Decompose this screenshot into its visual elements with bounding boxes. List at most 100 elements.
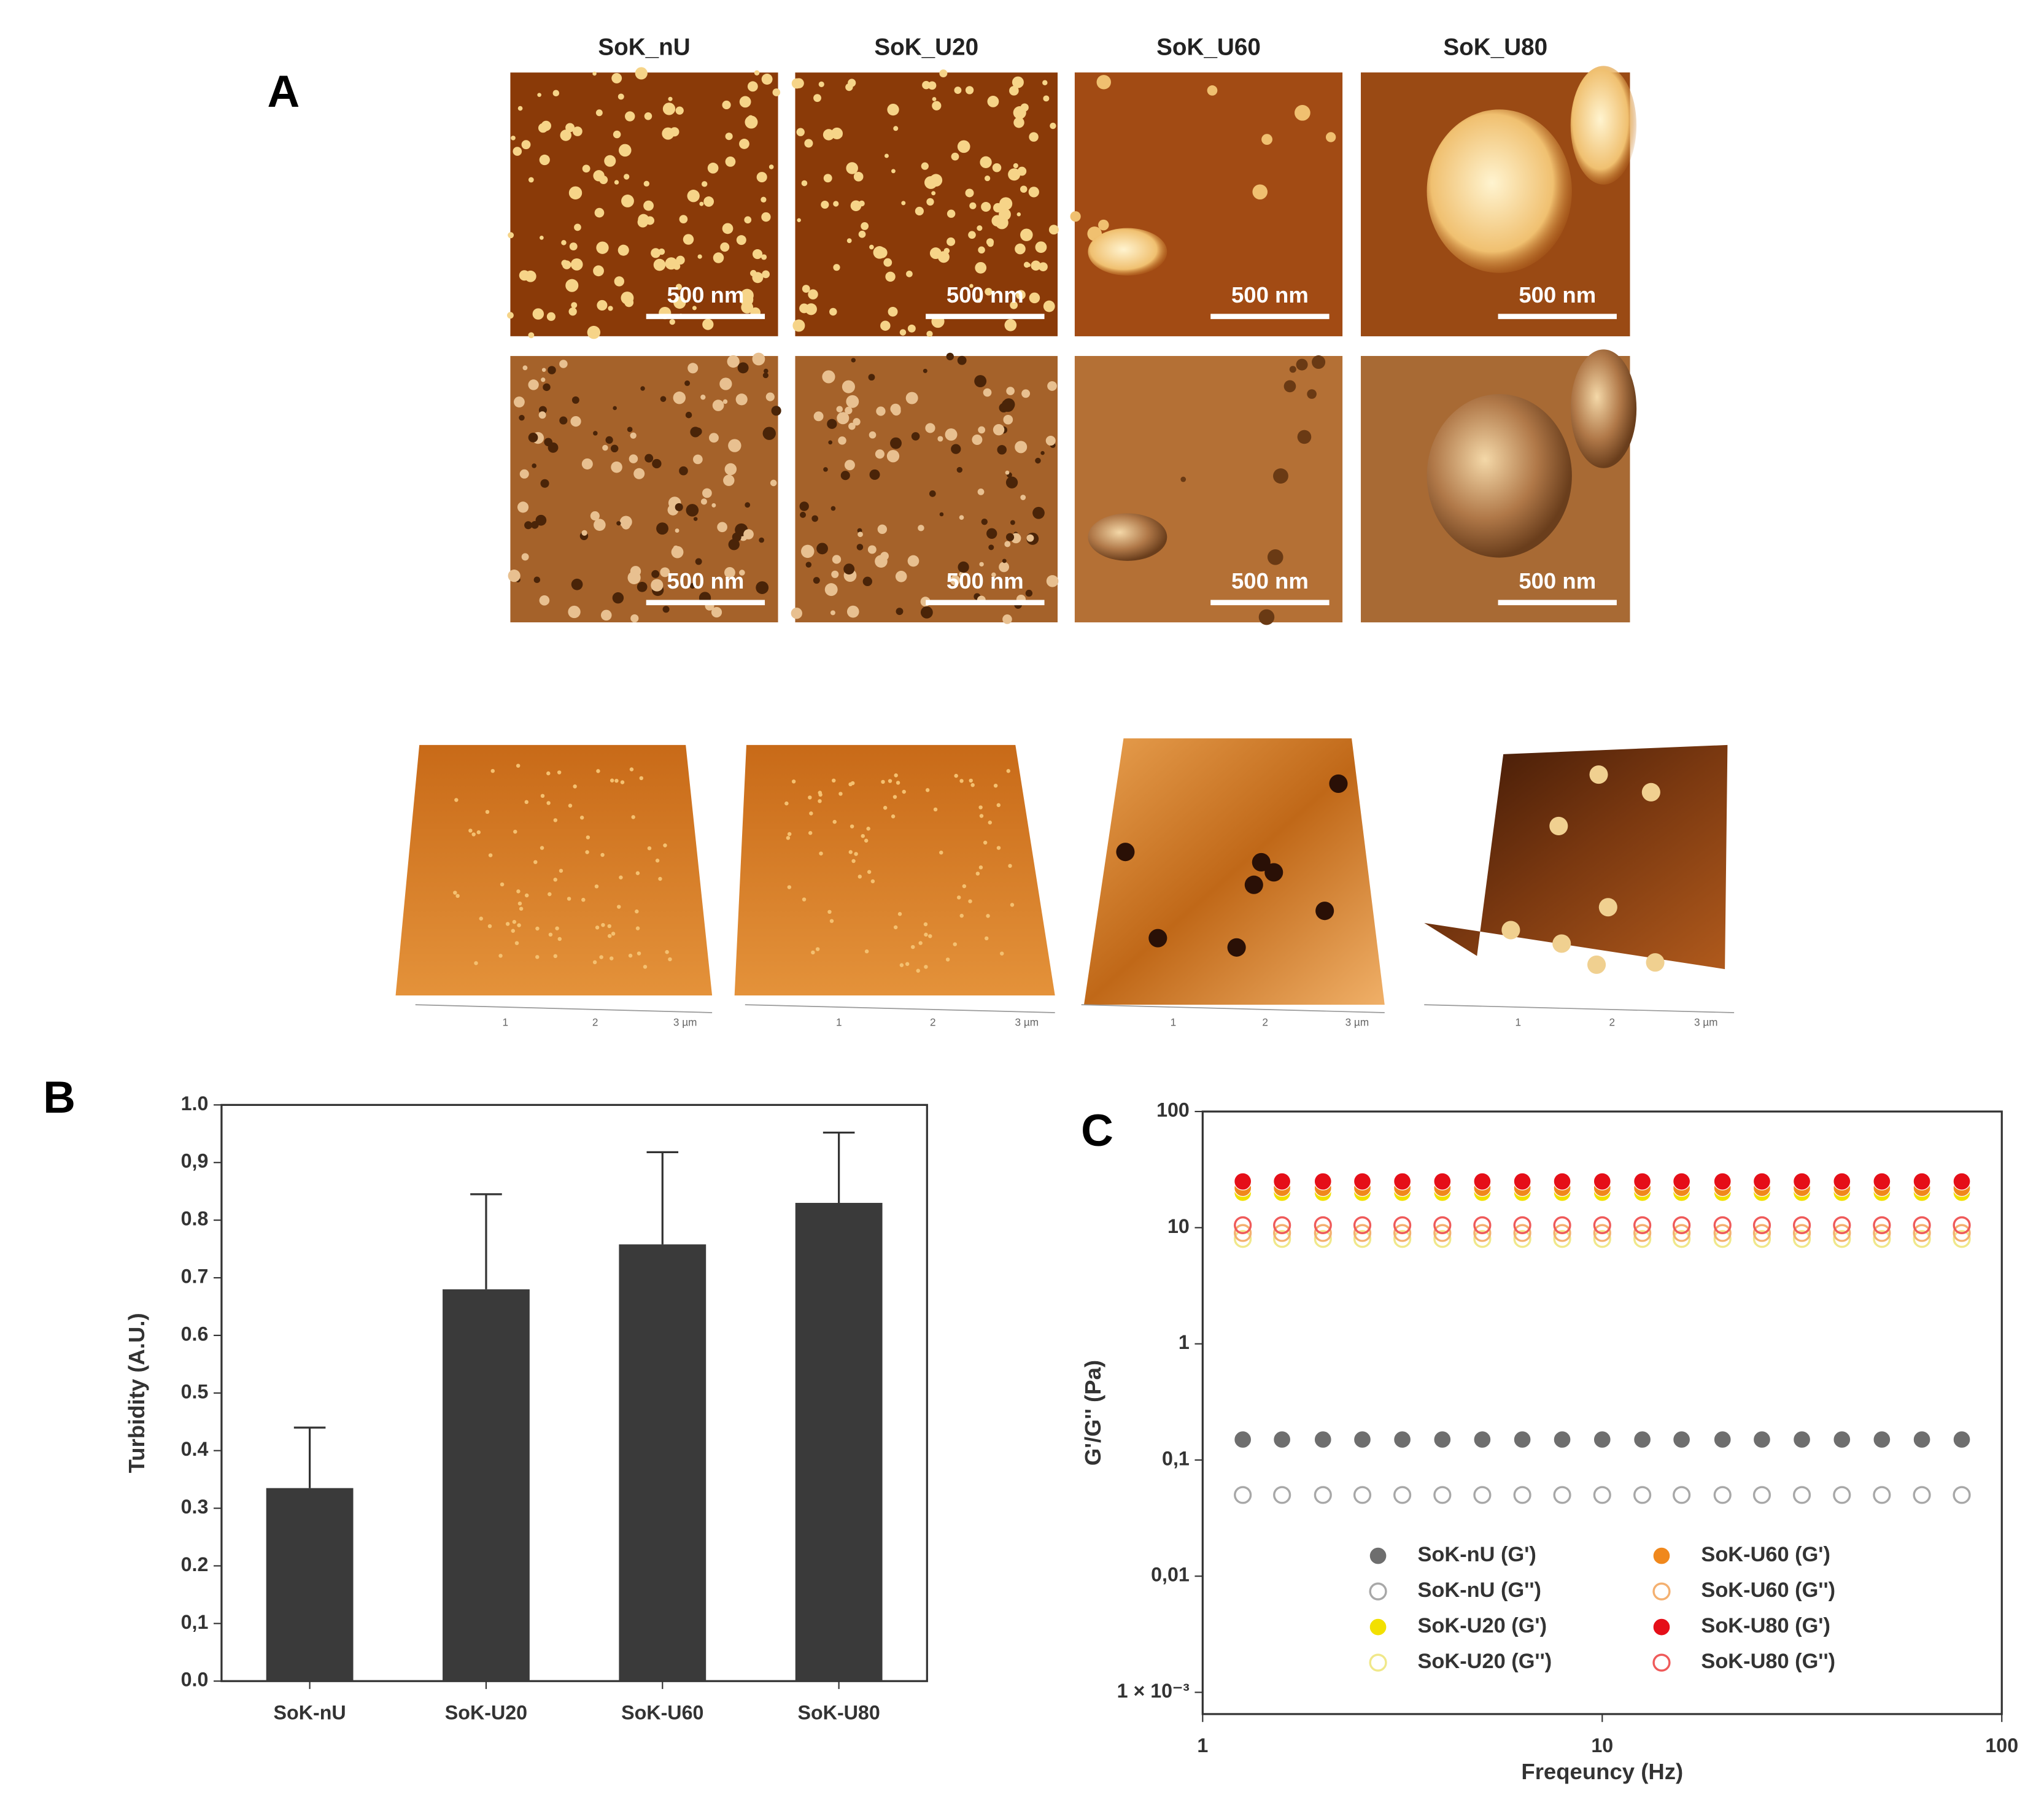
afm-particle xyxy=(978,426,986,434)
afm-particle xyxy=(570,415,581,427)
afm-3d-feature xyxy=(594,884,599,889)
afm-particle xyxy=(508,570,521,582)
data-point xyxy=(1913,1172,1931,1191)
data-point xyxy=(1713,1486,1732,1504)
afm-particle xyxy=(1035,457,1041,464)
afm-particle xyxy=(587,325,601,339)
y-tick-label: 1 × 10⁻³ xyxy=(1117,1680,1190,1702)
afm-particle xyxy=(507,312,514,319)
afm-particle xyxy=(977,488,985,495)
afm-3d-feature xyxy=(892,795,897,799)
afm-particle xyxy=(951,152,959,161)
afm-particle xyxy=(856,544,864,551)
afm-3d-feature xyxy=(635,926,640,930)
afm-particle xyxy=(604,155,616,167)
afm-3d-image: 1 2 3 µm xyxy=(1081,738,1385,1029)
afm-particle xyxy=(1001,399,1015,412)
afm-particle xyxy=(1043,300,1055,312)
data-point xyxy=(1792,1216,1811,1234)
data-point xyxy=(1314,1224,1332,1242)
afm-3d-feature xyxy=(970,782,975,787)
afm-particle xyxy=(906,270,913,277)
afm-3d-feature xyxy=(1501,921,1520,940)
data-point xyxy=(1553,1172,1571,1191)
afm-3d-feature xyxy=(1148,929,1167,948)
afm-particle xyxy=(859,200,865,207)
afm-particle xyxy=(1029,132,1039,142)
afm-particle xyxy=(905,392,918,404)
afm-particle xyxy=(1002,614,1012,624)
afm-3d-feature xyxy=(818,799,822,803)
afm-particle xyxy=(1032,506,1045,519)
afm-3d-feature xyxy=(993,783,998,788)
data-point xyxy=(1593,1230,1611,1248)
afm-particle xyxy=(846,162,858,174)
afm-particle xyxy=(759,537,764,543)
afm-particle xyxy=(727,355,740,368)
afm-particle xyxy=(824,583,838,597)
legend-marker xyxy=(1369,1547,1387,1565)
afm-3d-feature xyxy=(455,894,460,898)
afm-particle xyxy=(992,163,1002,172)
afm-aggregate xyxy=(1427,109,1572,273)
data-point xyxy=(1393,1431,1412,1449)
afm-3d-feature xyxy=(548,932,553,937)
afm-particle xyxy=(808,289,818,299)
afm-particle xyxy=(643,180,649,187)
afm-3d-feature xyxy=(784,801,789,806)
afm-particle xyxy=(548,366,556,374)
afm-particle xyxy=(1258,609,1275,625)
afm-particle xyxy=(764,368,768,374)
afm-background xyxy=(795,72,1058,336)
afm-particle xyxy=(813,94,821,102)
afm-3d-feature xyxy=(962,884,967,889)
afm-particle xyxy=(754,70,760,75)
afm-3d-feature xyxy=(861,833,865,838)
afm-3d-feature xyxy=(454,798,459,802)
data-point xyxy=(1873,1172,1891,1191)
data-point xyxy=(1473,1486,1492,1504)
afm-particle xyxy=(728,439,741,452)
afm-particle xyxy=(675,503,683,511)
afm-particle xyxy=(1040,450,1045,455)
afm-particle xyxy=(762,372,768,379)
afm-particle xyxy=(739,570,745,576)
afm-3d-feature xyxy=(827,910,832,914)
afm-3d-feature xyxy=(923,922,928,927)
data-point xyxy=(1593,1172,1611,1191)
afm-3d-feature xyxy=(592,960,597,965)
legend-label: SoK-nU (G') xyxy=(1418,1543,1536,1566)
data-point xyxy=(1234,1224,1252,1242)
afm-3d-axis xyxy=(1424,1004,1735,1013)
x-tick-label: SoK-U20 xyxy=(445,1701,527,1723)
afm-particle xyxy=(937,436,943,442)
afm-3d-feature xyxy=(808,831,813,835)
data-point xyxy=(1752,1172,1771,1191)
afm-particle xyxy=(1297,430,1312,444)
bar xyxy=(619,1244,706,1682)
afm-particle xyxy=(594,519,606,531)
afm-particle xyxy=(981,201,991,212)
data-point xyxy=(1314,1172,1332,1191)
afm-particle xyxy=(1005,476,1018,489)
afm-image: 500 nm xyxy=(791,69,1059,338)
afm-3d-feature xyxy=(851,859,856,864)
afm-image: 500 nm xyxy=(508,352,781,623)
scale-bar-label: 500 nm xyxy=(667,282,744,307)
afm-3d-feature xyxy=(516,763,521,768)
afm-particle xyxy=(737,362,749,374)
y-tick-label: 0.8 xyxy=(181,1208,209,1230)
afm-3d-feature xyxy=(557,937,562,941)
afm-particle xyxy=(568,605,581,619)
afm-particle xyxy=(528,433,538,442)
afm-3d-feature xyxy=(471,832,476,837)
afm-3d-feature xyxy=(1329,774,1348,793)
afm-3d-feature xyxy=(617,905,621,909)
afm-particle xyxy=(1031,260,1041,271)
afm-particle xyxy=(1042,80,1048,85)
afm-particle xyxy=(768,164,774,169)
afm-particle xyxy=(546,312,556,321)
afm-particle xyxy=(675,106,684,115)
data-point xyxy=(1433,1230,1452,1248)
afm-particle xyxy=(532,463,536,468)
